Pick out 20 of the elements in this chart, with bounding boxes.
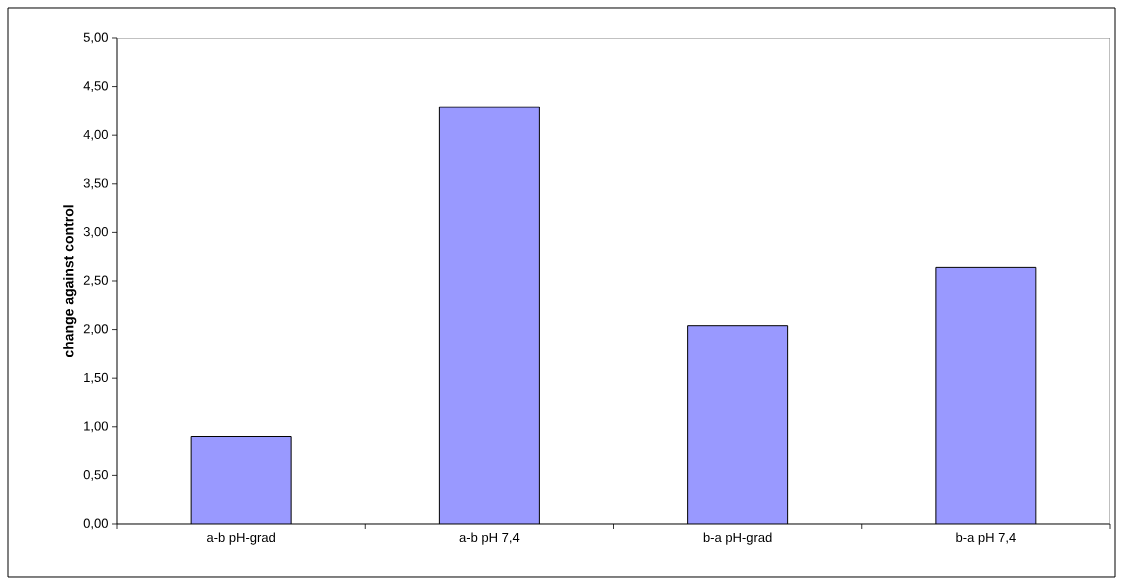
y-tick-label: 4,00 [83, 129, 108, 141]
x-tick-label: a-b pH 7,4 [459, 532, 520, 545]
bar [191, 436, 292, 524]
y-tick-label: 3,50 [83, 178, 108, 190]
y-tick-label: 0,50 [83, 470, 108, 481]
bar [687, 325, 788, 524]
x-tick-label: b-a pH 7,4 [956, 532, 1016, 545]
y-tick-label: 4,50 [83, 81, 108, 92]
y-tick-label: 1,50 [84, 372, 108, 384]
x-tick-label: a-b pH-grad [207, 532, 275, 545]
bar [439, 107, 540, 524]
y-tick-label: 3,00 [83, 227, 108, 238]
bar [935, 266, 1037, 524]
y-tick-label: 0,00 [83, 518, 108, 530]
y-tick-label: 5,00 [83, 32, 108, 44]
y-tick-label: 1,00 [84, 421, 108, 433]
y-tick-label: 2,00 [83, 324, 108, 335]
y-axis-title: change against control [63, 205, 77, 358]
x-tick-label: b-a pH-grad [703, 532, 772, 545]
y-tick-label: 2,50 [83, 275, 108, 287]
